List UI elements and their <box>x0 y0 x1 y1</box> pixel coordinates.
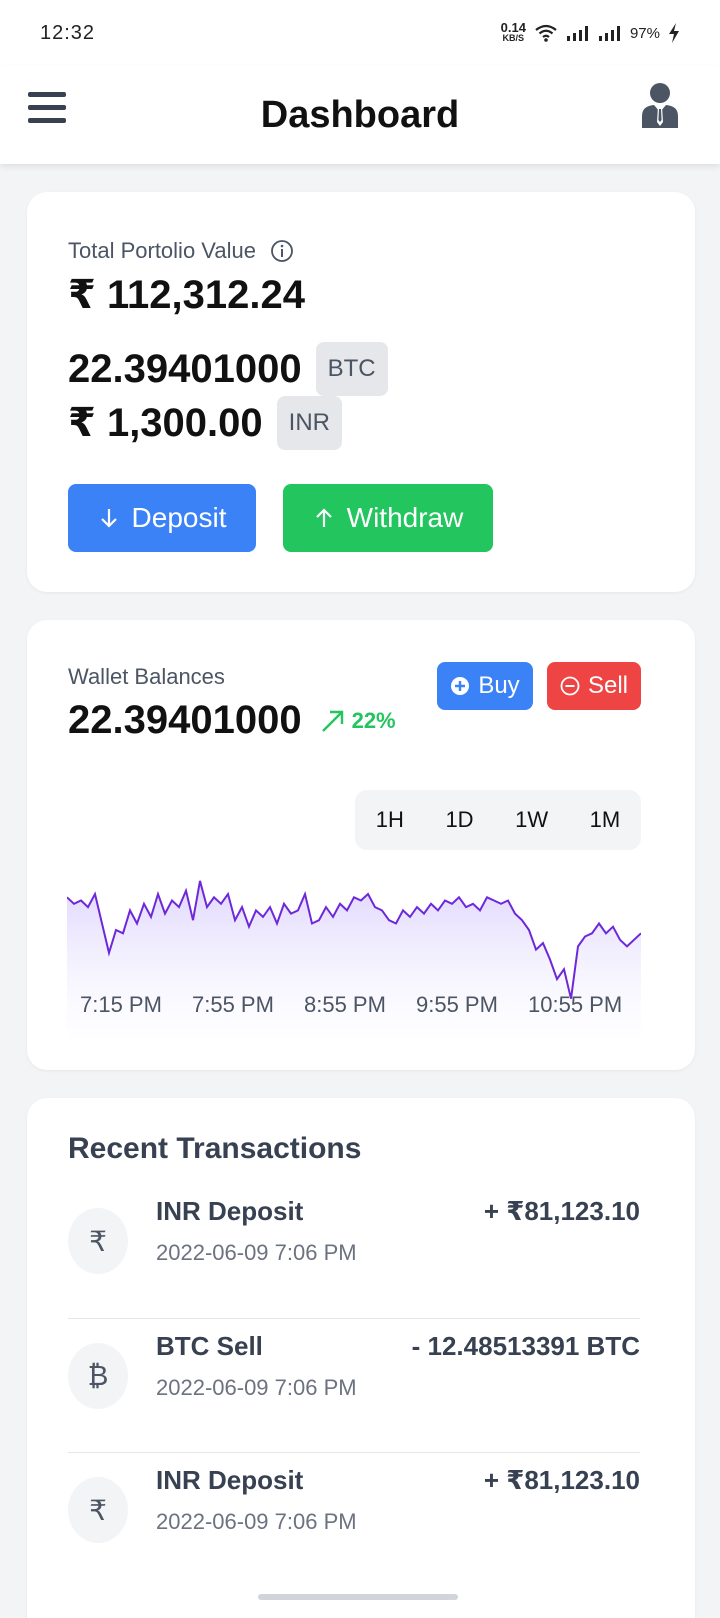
hamburger-icon[interactable] <box>28 92 66 126</box>
transactions-title: Recent Transactions <box>68 1132 362 1165</box>
buy-button[interactable]: Buy <box>437 662 533 710</box>
plus-circle-icon <box>451 677 470 695</box>
wifi-icon <box>535 24 557 42</box>
battery-percent: 97% <box>629 24 660 42</box>
wallet-amount-row: 22.39401000 22% <box>68 698 396 743</box>
arrow-down-icon <box>100 509 117 528</box>
currency-badge: BTC <box>315 342 388 396</box>
wallet-change: 22% <box>320 708 396 734</box>
transaction-amount: - 12.48513391 BTC <box>411 1331 640 1361</box>
transaction-row[interactable]: ₿ BTC Sell 2022-06-09 7:06 PM - 12.48513… <box>68 1318 640 1452</box>
chart-area <box>67 880 641 1038</box>
portfolio-label-row: Total Portolio Value <box>68 238 294 264</box>
network-speed-value: 0.14 <box>500 20 526 35</box>
x-tick-label: 9:55 PM <box>416 992 498 1017</box>
network-speed: 0.14 KB/S <box>500 20 526 43</box>
wallet-chart <box>67 880 641 1038</box>
deposit-label: Deposit <box>131 502 227 533</box>
rupee-icon: ₹ <box>68 1477 128 1543</box>
tab-1m[interactable]: 1M <box>589 807 621 832</box>
x-tick-label: 7:55 PM <box>192 992 274 1017</box>
minus-circle-icon <box>560 676 580 696</box>
page-title: Dashboard <box>260 93 460 136</box>
transactions-card: Recent Transactions ₹ INR Deposit 2022-0… <box>27 1098 695 1618</box>
trend-up-icon <box>321 710 343 732</box>
transaction-row[interactable]: ₹ INR Deposit 2022-06-09 7:06 PM + ₹81,1… <box>68 1452 640 1586</box>
wallet-change-value: 22% <box>351 707 396 733</box>
tab-1w[interactable]: 1W <box>515 807 549 832</box>
balance-amount: 22.39401000 <box>68 346 302 391</box>
transaction-name: INR Deposit <box>156 1465 304 1495</box>
withdraw-label: Withdraw <box>346 502 464 533</box>
transaction-name: INR Deposit <box>156 1196 304 1226</box>
balance-amount: ₹ 1,300.00 <box>68 401 263 445</box>
withdraw-button[interactable]: Withdraw <box>283 484 493 552</box>
transaction-amount: + ₹81,123.10 <box>483 1196 640 1226</box>
tab-1h[interactable]: 1H <box>375 807 404 832</box>
info-icon[interactable] <box>270 239 294 263</box>
arrow-up-icon <box>315 508 332 527</box>
rupee-icon: ₹ <box>68 1208 128 1274</box>
buy-label: Buy <box>478 672 520 699</box>
transaction-date: 2022-06-09 7:06 PM <box>156 1509 357 1534</box>
transaction-row[interactable]: ₹ INR Deposit 2022-06-09 7:06 PM + ₹81,1… <box>68 1196 640 1342</box>
transaction-date: 2022-06-09 7:06 PM <box>156 1240 357 1265</box>
deposit-button[interactable]: Deposit <box>68 484 256 552</box>
wallet-amount: 22.39401000 <box>68 698 302 742</box>
chart-x-axis: 7:15 PM 7:55 PM 8:55 PM 9:55 PM 10:55 PM <box>67 992 641 1022</box>
x-tick-label: 10:55 PM <box>528 992 623 1017</box>
wallet-card: Wallet Balances 22.39401000 22% Buy Sell… <box>27 620 695 1070</box>
wallet-label: Wallet Balances <box>68 664 225 689</box>
x-tick-label: 8:55 PM <box>304 992 386 1017</box>
app-header: Dashboard <box>0 66 720 164</box>
portfolio-value: ₹ 112,312.24 <box>68 273 305 317</box>
portfolio-card: Total Portolio Value ₹ 112,312.24 22.394… <box>27 192 695 592</box>
status-time: 12:32 <box>40 21 96 44</box>
balance-row-inr: ₹ 1,300.00 INR <box>68 396 342 450</box>
chart-series-line <box>67 880 641 999</box>
network-speed-unit: KB/S <box>502 33 525 43</box>
home-indicator <box>258 1594 458 1600</box>
charging-bolt-icon <box>669 23 679 43</box>
balance-row-btc: 22.39401000 BTC <box>68 342 388 396</box>
x-tick-label: 7:15 PM <box>80 992 162 1017</box>
bitcoin-icon: ₿ <box>68 1343 128 1409</box>
user-avatar-icon[interactable] <box>640 82 680 128</box>
time-range-tabs: 1H 1D 1W 1M <box>355 790 641 850</box>
status-icons: 0.14 KB/S 97% <box>500 20 680 43</box>
tab-1d[interactable]: 1D <box>445 807 474 832</box>
portfolio-label: Total Portolio Value <box>68 238 256 263</box>
currency-badge: INR <box>276 396 342 450</box>
transaction-date: 2022-06-09 7:06 PM <box>156 1375 357 1400</box>
transaction-amount: + ₹81,123.10 <box>483 1465 640 1495</box>
sell-label: Sell <box>587 672 629 699</box>
status-bar: 12:32 0.14 KB/S 97% <box>0 0 720 66</box>
signal-icon-2 <box>598 26 620 41</box>
transaction-name: BTC Sell <box>156 1331 263 1361</box>
signal-icon <box>566 26 588 41</box>
sell-button[interactable]: Sell <box>547 662 641 710</box>
